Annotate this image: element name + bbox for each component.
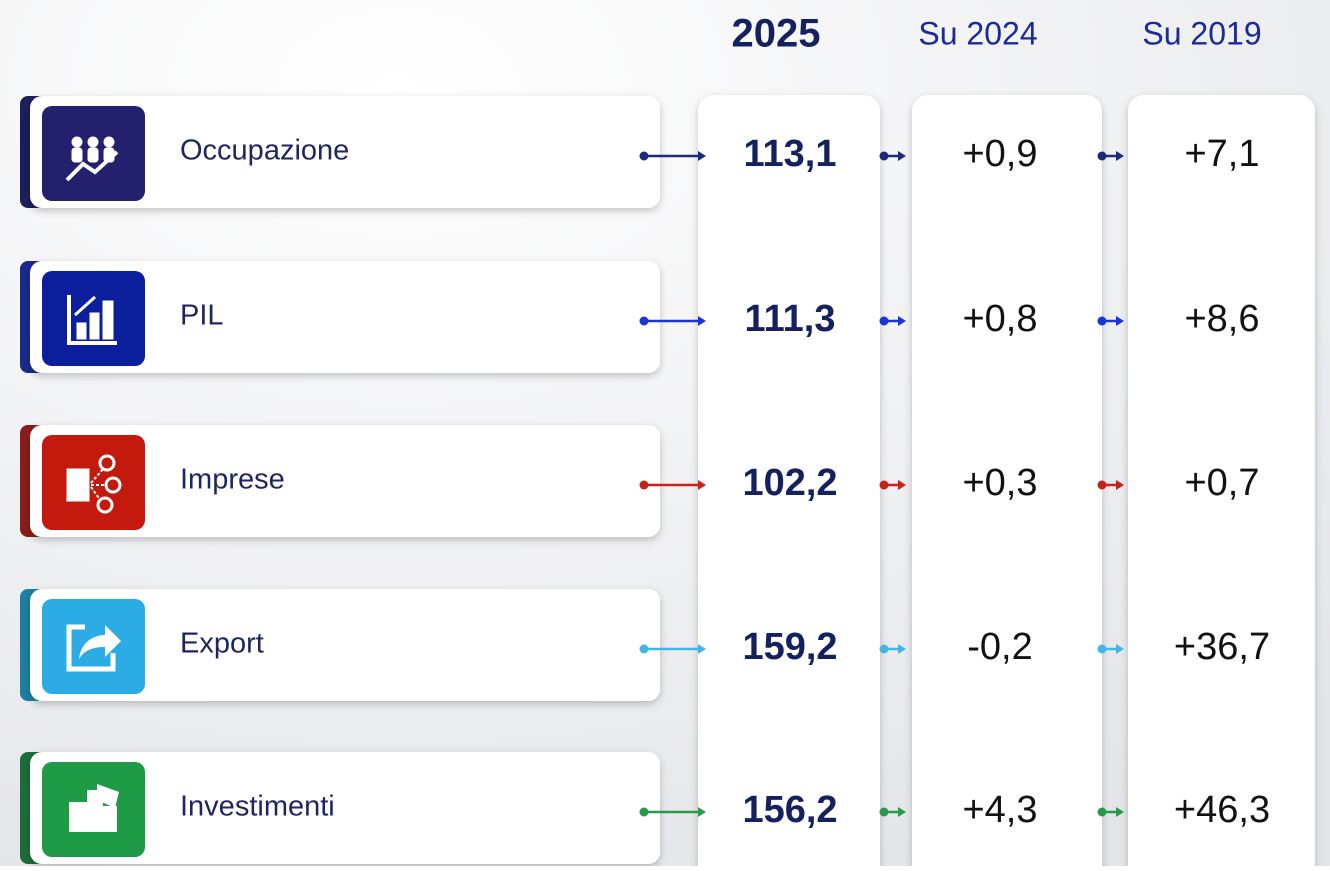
header-compare: Su 2024	[918, 15, 1037, 51]
value-2019: +0,7	[1184, 462, 1259, 504]
value-2025: 156,2	[742, 789, 837, 831]
icon-glyph	[65, 136, 119, 182]
glyph	[102, 300, 114, 340]
glyph	[97, 784, 119, 808]
arrow-head	[698, 151, 706, 161]
column-card	[698, 95, 880, 871]
arrow-dot	[879, 644, 889, 654]
column-card	[912, 95, 1102, 871]
icon-glyph	[67, 295, 117, 345]
icon-glyph	[66, 624, 121, 672]
icon-glyph	[69, 784, 119, 832]
label-card	[30, 589, 660, 701]
row-label: PIL	[180, 300, 224, 332]
arrow-head	[698, 316, 706, 326]
arrow-head	[698, 807, 706, 817]
value-2025: 111,3	[745, 298, 836, 340]
label-card	[30, 261, 660, 373]
value-2019: +7,1	[1184, 133, 1259, 175]
arrow-head	[698, 480, 706, 490]
arrow-head	[898, 151, 906, 161]
row-label: Occupazione	[180, 135, 349, 167]
arrow-dot	[639, 316, 649, 326]
glyph	[65, 150, 119, 182]
arrow-head	[1116, 807, 1124, 817]
glyph	[71, 147, 83, 163]
arrow-dot	[1097, 316, 1107, 326]
column-card	[1128, 95, 1315, 871]
value-2025: 113,1	[744, 133, 837, 175]
arrow-head	[1116, 480, 1124, 490]
glyph	[87, 147, 99, 163]
arrow-head	[898, 480, 906, 490]
arrow-dot	[1097, 151, 1107, 161]
value-2024: +0,8	[962, 298, 1037, 340]
glyph	[87, 136, 99, 148]
arrow-dot	[639, 807, 649, 817]
glyph	[66, 624, 116, 672]
glyph	[67, 295, 117, 345]
arrow-dot	[879, 316, 889, 326]
glyph	[96, 496, 114, 514]
arrow-head	[1116, 151, 1124, 161]
arrow-head	[898, 644, 906, 654]
glyph	[71, 136, 83, 148]
glyph	[66, 468, 90, 502]
glyph	[89, 312, 100, 340]
glyph	[98, 454, 116, 472]
value-2024: +0,9	[962, 133, 1037, 175]
arrow-dot	[1097, 807, 1107, 817]
glyph	[79, 625, 121, 659]
row-label: Export	[180, 628, 264, 660]
glyph	[103, 136, 115, 148]
arrow-dot	[639, 644, 649, 654]
arrow-head	[1116, 316, 1124, 326]
arrow-dot	[1097, 480, 1107, 490]
arrow-dot	[1097, 644, 1107, 654]
arrow-head	[698, 644, 706, 654]
label-card	[30, 425, 660, 537]
glyph	[90, 468, 105, 502]
arrow-dot	[639, 480, 649, 490]
value-2019: +8,6	[1184, 298, 1259, 340]
glyph	[76, 322, 87, 340]
arrow-head	[898, 807, 906, 817]
value-2019: +46,3	[1174, 789, 1270, 831]
value-2025: 102,2	[742, 462, 837, 504]
icon-glyph	[66, 454, 122, 514]
arrow-dot	[879, 807, 889, 817]
header-compare: Su 2019	[1142, 15, 1261, 51]
arrow-dot	[879, 480, 889, 490]
row-label: Imprese	[180, 464, 285, 496]
glyph	[69, 790, 117, 832]
value-2024: +0,3	[962, 462, 1037, 504]
icon-tile	[42, 435, 145, 530]
header-year: 2025	[732, 12, 821, 56]
label-card	[30, 96, 660, 208]
value-2019: +36,7	[1174, 626, 1270, 668]
arrow-dot	[639, 151, 649, 161]
value-2025: 159,2	[742, 626, 837, 668]
value-2024: -0,2	[967, 626, 1032, 668]
label-card	[30, 752, 660, 864]
arrow-dot	[879, 151, 889, 161]
arrow-head	[1116, 644, 1124, 654]
glyph	[73, 295, 97, 317]
value-2024: +4,3	[962, 789, 1037, 831]
row-label: Investimenti	[180, 791, 335, 823]
arrow-head	[898, 316, 906, 326]
glyph	[104, 476, 122, 494]
